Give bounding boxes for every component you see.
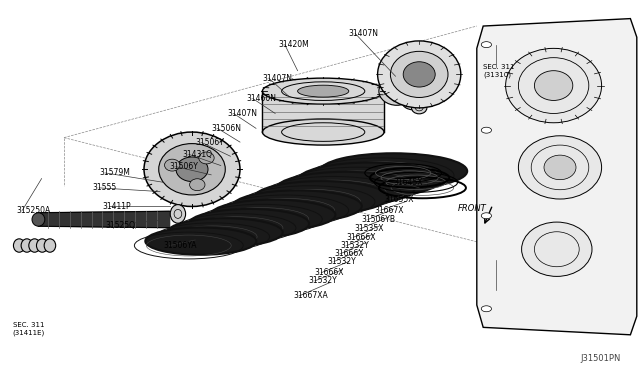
Text: 31532Y: 31532Y [340, 241, 369, 250]
Ellipse shape [298, 163, 441, 197]
Ellipse shape [164, 159, 180, 171]
Text: 31645X: 31645X [394, 178, 423, 187]
Ellipse shape [262, 78, 384, 104]
Text: 31506N: 31506N [211, 124, 241, 133]
Ellipse shape [189, 179, 205, 191]
Ellipse shape [176, 157, 208, 182]
Text: 31666X: 31666X [347, 233, 376, 242]
Text: 31579M: 31579M [99, 169, 130, 177]
Ellipse shape [199, 152, 214, 164]
Ellipse shape [32, 213, 45, 226]
Text: FRONT: FRONT [458, 204, 486, 213]
Ellipse shape [401, 91, 424, 110]
Text: 31431Q: 31431Q [182, 150, 212, 159]
Text: 31532Y: 31532Y [308, 276, 337, 285]
Text: 31532Y: 31532Y [328, 257, 356, 266]
Ellipse shape [403, 62, 435, 87]
Ellipse shape [320, 153, 467, 189]
Text: 31506YA: 31506YA [163, 241, 196, 250]
Text: 31407N: 31407N [262, 74, 292, 83]
Ellipse shape [170, 205, 186, 223]
Polygon shape [38, 211, 170, 228]
Ellipse shape [144, 132, 240, 206]
Text: 31506YB: 31506YB [362, 215, 396, 224]
Text: 31411P: 31411P [102, 202, 131, 211]
Ellipse shape [21, 239, 33, 252]
Ellipse shape [390, 51, 448, 97]
Ellipse shape [481, 213, 492, 219]
Text: 31555: 31555 [93, 183, 117, 192]
Text: 31525Q: 31525Q [106, 221, 136, 230]
Text: 31667XA: 31667XA [293, 291, 328, 300]
Text: 315250A: 315250A [16, 206, 51, 215]
Ellipse shape [276, 172, 415, 205]
Ellipse shape [167, 218, 283, 247]
Ellipse shape [262, 119, 384, 145]
Ellipse shape [379, 77, 415, 105]
Polygon shape [477, 19, 637, 335]
Ellipse shape [44, 239, 56, 252]
Text: 31667X: 31667X [374, 206, 404, 215]
Ellipse shape [412, 102, 427, 114]
Ellipse shape [481, 306, 492, 312]
Text: 31655X: 31655X [384, 195, 413, 203]
Ellipse shape [506, 48, 602, 123]
Text: 31460N: 31460N [246, 94, 276, 103]
Ellipse shape [534, 71, 573, 100]
Text: 31407N: 31407N [349, 29, 379, 38]
Text: SEC. 311
(31411E): SEC. 311 (31411E) [13, 322, 45, 336]
Ellipse shape [298, 85, 349, 97]
Ellipse shape [518, 136, 602, 199]
Ellipse shape [544, 155, 576, 180]
Text: 31666X: 31666X [315, 268, 344, 277]
Ellipse shape [36, 239, 48, 252]
Text: 31535X: 31535X [354, 224, 383, 233]
Text: 31407N: 31407N [227, 109, 257, 118]
Ellipse shape [159, 144, 225, 195]
Text: SEC. 311
(31310): SEC. 311 (31310) [483, 64, 515, 78]
Polygon shape [262, 91, 384, 132]
Ellipse shape [481, 127, 492, 133]
Ellipse shape [255, 181, 388, 214]
Text: 31666X: 31666X [334, 249, 364, 258]
Ellipse shape [211, 200, 335, 230]
Text: 31506Y: 31506Y [170, 162, 198, 171]
Ellipse shape [481, 42, 492, 48]
Text: 31506Y: 31506Y [195, 138, 224, 147]
Ellipse shape [378, 41, 461, 108]
Ellipse shape [13, 239, 25, 252]
Text: 31420M: 31420M [278, 40, 309, 49]
Ellipse shape [189, 209, 309, 238]
Ellipse shape [233, 190, 362, 222]
Text: J31501PN: J31501PN [580, 354, 621, 363]
Ellipse shape [29, 239, 40, 252]
Ellipse shape [522, 222, 592, 276]
Ellipse shape [145, 228, 257, 255]
